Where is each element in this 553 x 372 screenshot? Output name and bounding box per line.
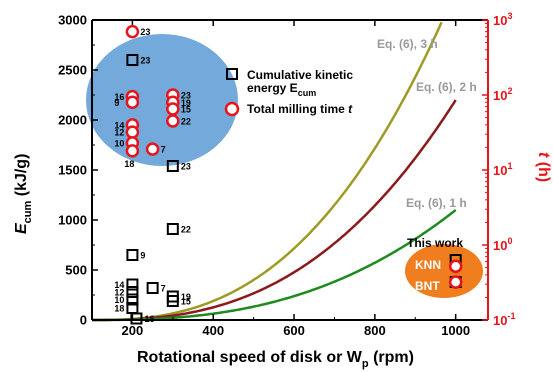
x-tick-label: 200 — [122, 323, 144, 338]
time-point — [125, 125, 140, 139]
time-point-label: 15 — [181, 105, 191, 115]
time-point — [448, 259, 463, 274]
point-labels: 2391412101816723221915231691412101872319… — [114, 27, 190, 324]
ecum-point-label: 23 — [181, 162, 191, 172]
time-point-label: 9 — [114, 98, 119, 108]
y2-tick-label: 101 — [493, 161, 512, 178]
time-point-label: 12 — [114, 128, 124, 138]
ecum-point-label: 18 — [114, 304, 124, 314]
time-point-label: 16 — [114, 92, 124, 102]
time-point-label: 7 — [161, 145, 166, 155]
time-point-label: 23 — [140, 27, 150, 37]
y2-tick-label: 10-1 — [493, 311, 515, 328]
time-point-label: 10 — [114, 138, 124, 148]
y-tick-label: 0 — [80, 313, 87, 328]
y2-tick-label: 100 — [493, 236, 512, 253]
legend-square-marker — [226, 68, 238, 80]
y-tick-label: 1500 — [58, 163, 87, 178]
ecum-point-label: 22 — [181, 225, 191, 235]
time-point — [125, 95, 140, 110]
ecum-point — [166, 295, 179, 307]
curve-label-1h: Eq. (6), 1 h — [406, 196, 467, 210]
ecum-point-label: 7 — [161, 284, 166, 294]
x-tick-label: 1000 — [441, 323, 470, 338]
y2-tick-label: 103 — [493, 11, 512, 28]
ecum-point-label: 10 — [114, 295, 124, 305]
time-point — [448, 275, 463, 289]
ecum-point — [166, 160, 179, 172]
y-axis-title: Ecum (kJ/g) — [13, 154, 34, 234]
ecum-point — [146, 282, 159, 294]
time-point-label: 22 — [181, 117, 191, 127]
x-tick-label: 800 — [364, 323, 386, 338]
time-point — [125, 24, 140, 39]
time-point-label: 18 — [124, 159, 134, 169]
ecum-point-label: 9 — [140, 251, 145, 261]
time-point-label: 23 — [181, 91, 191, 101]
y-tick-label: 3000 — [58, 13, 87, 28]
y2-axis-title: t (h) — [535, 152, 552, 182]
legend-ecum-line2: energy Ecum — [247, 81, 316, 98]
ecum-point — [126, 293, 139, 306]
ecum-point — [126, 249, 139, 261]
ecum-point-label: 14 — [114, 280, 124, 290]
ecum-point — [126, 286, 139, 298]
x-tick-label: 600 — [283, 323, 305, 338]
y2-tick-label: 102 — [493, 86, 512, 103]
time-series — [125, 24, 463, 289]
tick-labels: 200 400 600 800 1000 0 500 1000 1500 2000 2500 3000… — [58, 11, 515, 338]
highlight-blob-orange — [405, 244, 483, 298]
x-tick-label: 400 — [202, 323, 224, 338]
time-point — [166, 102, 180, 116]
y-tick-label: 2500 — [58, 63, 87, 78]
legend-circle-marker — [224, 101, 240, 117]
y-tick-label: 2000 — [58, 113, 87, 128]
legend-time-text: Total milling time t — [247, 102, 353, 116]
x-axis-title: Rotational speed of disk or Wp (rpm) — [137, 349, 414, 370]
this-work-label: This work — [407, 236, 463, 250]
ecum-point-label: 23 — [140, 56, 150, 66]
axes — [91, 19, 489, 321]
ecum-point-label: 16 — [144, 314, 154, 324]
curve-label-3h: Eq. (6), 3 h — [377, 37, 438, 51]
time-point-label: 14 — [114, 120, 124, 130]
time-point — [125, 144, 140, 158]
y-tick-label: 1000 — [58, 213, 87, 228]
ecum-point — [130, 312, 143, 325]
time-point — [145, 142, 160, 156]
ecum-point — [166, 223, 179, 235]
ecum-point — [126, 278, 139, 291]
curve-label-2h: Eq. (6), 2 h — [416, 80, 477, 94]
ecum-point — [126, 54, 139, 66]
highlight-blob-blue — [86, 34, 238, 166]
bnt-label: BNT — [415, 279, 440, 293]
y-tick-label: 500 — [65, 263, 87, 278]
time-point — [166, 114, 180, 128]
time-point-label: 19 — [181, 98, 191, 108]
legend: Cumulative kinetic energy Ecum Total mil… — [224, 68, 353, 117]
ecum-point-label: 15 — [181, 297, 191, 307]
legend-ecum-line1: Cumulative kinetic — [247, 68, 353, 82]
ecum-point-label: 12 — [114, 288, 124, 298]
ecum-point-label: 19 — [181, 292, 191, 302]
knn-label: KNN — [415, 258, 441, 272]
